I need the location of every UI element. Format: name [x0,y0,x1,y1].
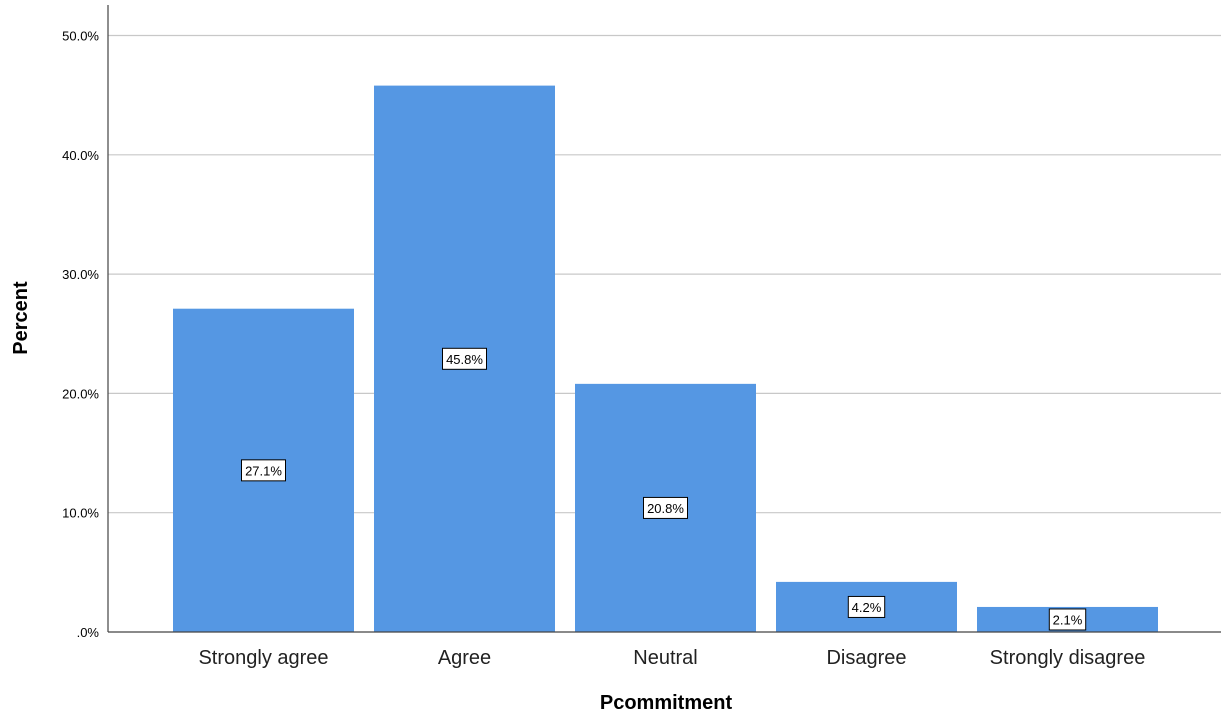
data-label-box [643,496,688,519]
data-label-box [1048,608,1087,631]
data-label: 45.8% [446,352,483,367]
y-tick-label: .0% [77,625,100,640]
x-category-label: Disagree [826,647,906,669]
y-axis-title: Percent [10,281,32,355]
bars [173,85,1158,632]
axes [107,5,1221,633]
data-label: 4.2% [852,600,882,615]
data-label-box [847,595,886,618]
y-tick-label: 10.0% [62,506,99,521]
data-label-box [241,459,286,482]
y-tick-label: 40.0% [62,148,99,163]
x-category-label: Strongly agree [198,647,328,669]
y-tick-labels: .0% 10.0% 20.0% 30.0% 40.0% 50.0% [62,29,99,641]
y-tick-label: 20.0% [62,386,99,401]
x-axis-title: Pcommitment [600,692,733,714]
y-tick-label: 50.0% [62,29,99,44]
data-label: 2.1% [1053,612,1083,627]
x-category-label: Neutral [633,647,697,669]
x-category-label: Strongly disagree [990,647,1146,669]
data-label-box [442,347,487,370]
data-label: 27.1% [245,463,282,478]
x-category-labels: Strongly agree Agree Neutral Disagree Strong… [198,647,1145,669]
y-tick-label: 30.0% [62,267,99,282]
data-labels: 27.1% 45.8% 20.8% 4.2% 2.1% [241,347,1087,631]
x-category-label: Agree [438,647,491,669]
data-label: 20.8% [647,501,684,516]
